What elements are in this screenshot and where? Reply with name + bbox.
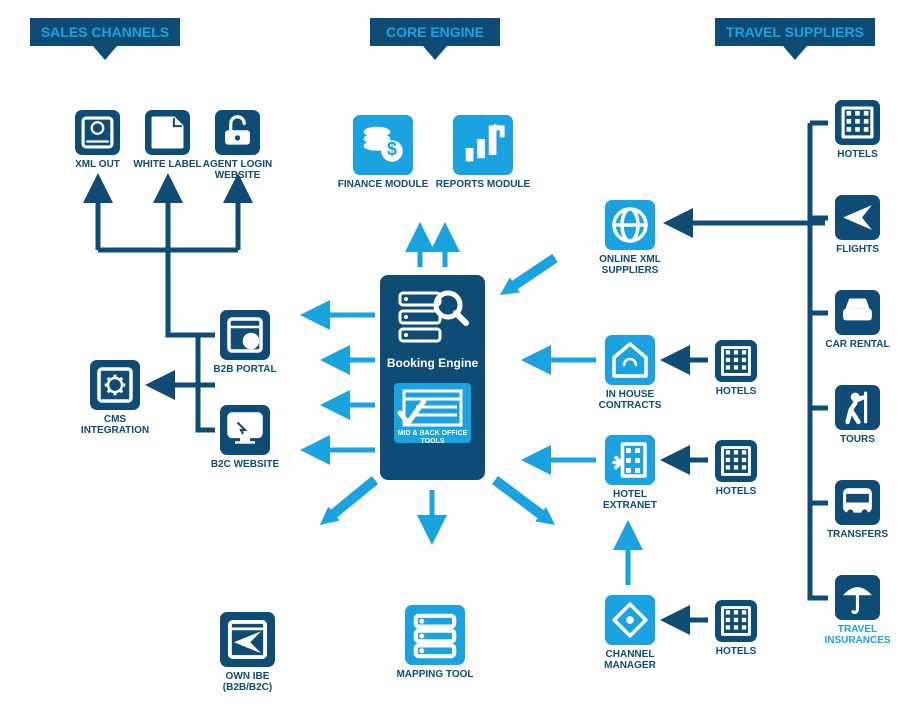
label-inhouse: IN HOUSE CONTRACTS: [588, 389, 673, 411]
label-sup-car: CAR RENTAL: [818, 339, 898, 350]
diagram-canvas: $ SALES CHANNELS CORE ENGINE TRAVEL SUPPLI…: [0, 0, 900, 727]
label-sup-transfers: TRANSFERS: [818, 529, 898, 540]
label-online-xml: ONLINE XML SUPPLIERS: [585, 254, 675, 276]
label-agent-login: AGENT LOGIN WEBSITE: [193, 159, 283, 181]
label-mapping: MAPPING TOOL: [380, 669, 490, 680]
label-xml-out: XML OUT: [63, 159, 133, 170]
label-hotels-3: HOTELS: [706, 646, 766, 657]
label-b2b-portal: B2B PORTAL: [205, 364, 285, 375]
label-b2c-website: B2C WEBSITE: [203, 459, 288, 470]
hdr-suppliers: TRAVEL SUPPLIERS: [715, 24, 875, 40]
label-extranet: HOTEL EXTRANET: [588, 489, 673, 511]
label-cms: CMS INTEGRATION: [70, 414, 160, 436]
label-hotels-1: HOTELS: [706, 386, 766, 397]
label-own-ibe: OWN IBE (B2B/B2C): [203, 671, 293, 693]
label-reports: REPORTS MODULE: [428, 179, 538, 190]
hdr-core: CORE ENGINE: [370, 24, 500, 40]
label-finance: FINANCE MODULE: [328, 179, 438, 190]
label-sup-flights: FLIGHTS: [823, 244, 893, 255]
svg-text:$: $: [387, 139, 397, 159]
label-sup-hotels: HOTELS: [823, 149, 893, 160]
node-sup-transfers: [843, 488, 872, 516]
label-sup-tours: TOURS: [823, 434, 893, 445]
hdr-sales: SALES CHANNELS: [30, 24, 180, 40]
label-hotels-2: HOTELS: [706, 486, 766, 497]
node-white-label: [153, 118, 182, 147]
core-subtitle: MID & BACK OFFICE TOOLS: [394, 430, 471, 445]
label-channel-mgr: CHANNEL MANAGER: [588, 649, 673, 671]
core-title: Booking Engine: [380, 357, 485, 370]
label-sup-insurance: TRAVEL INSURANCES: [813, 624, 900, 646]
